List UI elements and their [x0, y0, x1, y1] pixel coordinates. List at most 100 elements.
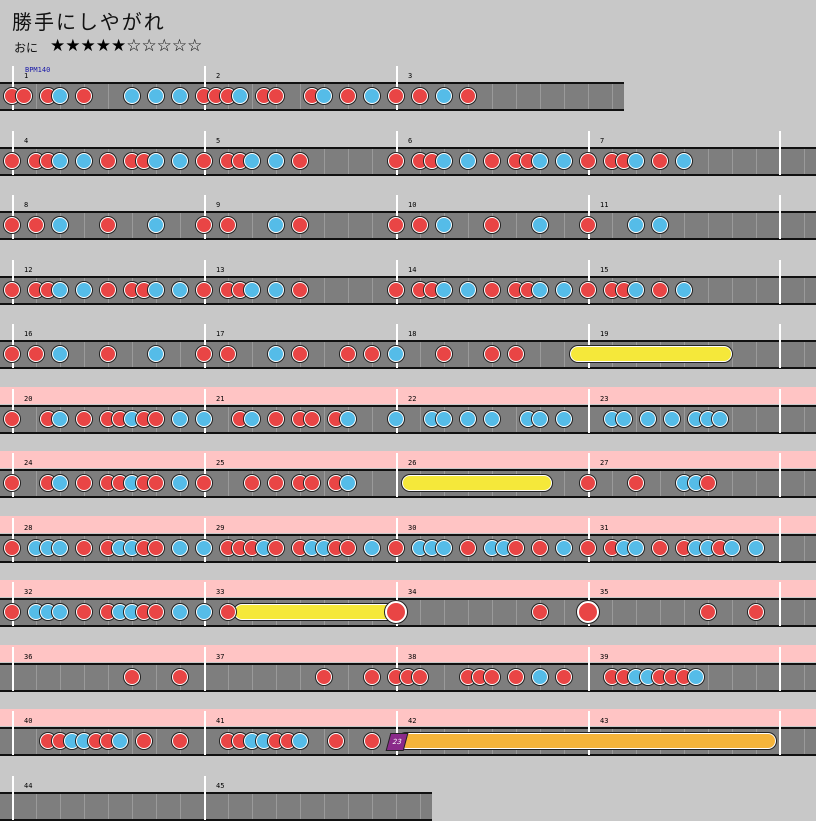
don-note [172, 733, 188, 749]
ka-note [436, 88, 452, 104]
beat-line [636, 600, 637, 625]
measure-number: 43 [600, 717, 609, 725]
don-note [388, 281, 404, 298]
measure-number: 29 [216, 523, 225, 532]
barline [588, 646, 590, 691]
beat-line [420, 406, 421, 432]
beat-line [732, 342, 733, 367]
beat-line [708, 148, 709, 174]
beat-line [252, 213, 253, 238]
ka-note [244, 281, 260, 298]
don-note [4, 539, 20, 556]
beat-line [228, 406, 229, 432]
beat-line [36, 471, 37, 496]
beat-line [516, 600, 517, 625]
don-note [388, 539, 404, 556]
beat-line [180, 342, 181, 367]
beat-line [492, 84, 493, 109]
ka-note [196, 604, 212, 620]
beat-line [132, 793, 133, 819]
ka-note [172, 604, 188, 620]
barline [779, 453, 781, 497]
ka-note [640, 410, 656, 427]
ka-note [172, 88, 188, 104]
beat-line [660, 471, 661, 496]
beat-line [420, 600, 421, 625]
beat-line [588, 84, 589, 109]
don-note [76, 475, 92, 491]
don-note [148, 539, 164, 556]
don-note [304, 475, 320, 491]
beat-line [756, 471, 757, 496]
drumroll-bar [234, 604, 396, 620]
barline [588, 388, 590, 433]
don-note [748, 604, 764, 620]
measure-number: 3 [408, 72, 413, 80]
beat-line [36, 793, 37, 819]
don-note [388, 88, 404, 104]
ka-note [556, 152, 572, 169]
beat-line [396, 793, 397, 819]
don-note [316, 668, 332, 685]
ka-note [340, 410, 356, 427]
beat-line [540, 84, 541, 109]
barline [779, 582, 781, 626]
beat-line [804, 535, 805, 561]
measure-number: 26 [408, 459, 417, 467]
ka-note [532, 668, 548, 685]
beat-line [732, 600, 733, 625]
don-note [484, 217, 500, 233]
don-note [4, 217, 20, 233]
ka-note [676, 152, 692, 169]
beat-line [612, 471, 613, 496]
don-note [340, 88, 356, 104]
beat-line [324, 148, 325, 174]
ka-note [148, 88, 164, 104]
beat-line [84, 793, 85, 819]
ka-note [436, 539, 452, 556]
ka-note [268, 281, 284, 298]
beat-line [684, 213, 685, 238]
big-don-note [385, 601, 407, 623]
beat-line [804, 277, 805, 303]
ka-note [616, 410, 632, 427]
ka-note [172, 475, 188, 491]
note-lane [0, 211, 816, 240]
beat-line [660, 600, 661, 625]
don-note [100, 217, 116, 233]
measure-number: 34 [408, 588, 417, 596]
ka-note [52, 88, 68, 104]
beat-line [420, 342, 421, 367]
beat-line [324, 213, 325, 238]
ka-note [196, 539, 212, 556]
measure-number: 4 [24, 136, 29, 145]
beat-line [516, 84, 517, 109]
measure-number: 27 [600, 459, 609, 467]
don-note [484, 668, 500, 685]
beat-line [180, 213, 181, 238]
beat-line [84, 664, 85, 690]
barline [12, 775, 14, 820]
beat-line [756, 213, 757, 238]
beat-line [660, 406, 661, 432]
beat-line [324, 729, 325, 754]
measure-number: 2 [216, 72, 221, 80]
don-note [220, 604, 236, 620]
don-note [460, 539, 476, 556]
don-note [196, 281, 212, 298]
note-lane [0, 275, 816, 305]
ka-note [52, 217, 68, 233]
don-note [4, 281, 20, 298]
note-lane [0, 791, 432, 821]
beat-line [732, 213, 733, 238]
don-note [76, 410, 92, 427]
don-note [460, 88, 476, 104]
ka-note [532, 281, 548, 298]
ka-note [388, 346, 404, 362]
ka-note [112, 733, 128, 749]
beat-line [804, 600, 805, 625]
measure-number: 31 [600, 523, 609, 532]
ka-note [364, 539, 380, 556]
beat-line [372, 213, 373, 238]
beat-line [732, 664, 733, 690]
